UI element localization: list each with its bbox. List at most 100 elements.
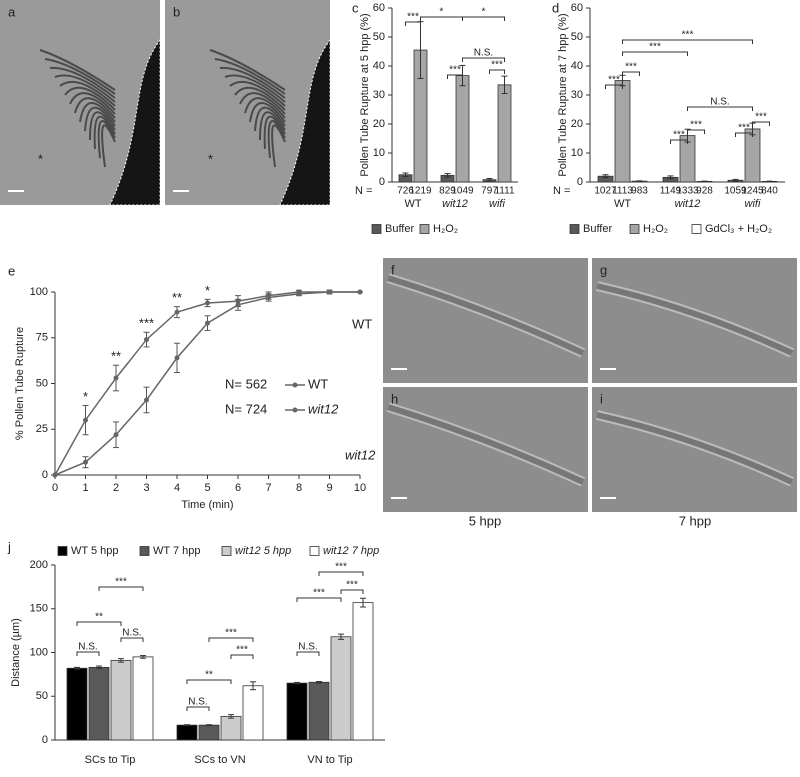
x-tick-label: 10 — [354, 482, 366, 494]
y-tick-label: 20 — [373, 118, 385, 130]
pollen-tube — [59, 81, 116, 107]
data-point — [144, 397, 149, 403]
significance-label: *** — [682, 30, 694, 41]
y-tick-label: 10 — [373, 147, 385, 159]
significance-bracket — [670, 139, 688, 144]
n-value: 1049 — [451, 186, 474, 197]
micrograph — [592, 387, 797, 512]
error-bar — [316, 681, 322, 684]
error-bar — [602, 174, 609, 179]
n-value: 840 — [761, 186, 778, 197]
x-tick-label: 9 — [326, 482, 332, 494]
y-tick-label: 0 — [42, 469, 48, 481]
pollen-tube — [234, 86, 286, 111]
significance-bracket — [687, 129, 705, 134]
significance-bracket — [462, 57, 505, 62]
n-value: 797 — [481, 186, 498, 197]
bar — [66, 667, 88, 741]
legend-label: Buffer — [385, 223, 414, 235]
pollen-tube — [219, 66, 286, 99]
pistil-tissue — [279, 38, 331, 206]
n-value: 726 — [397, 186, 414, 197]
error-bar — [338, 633, 344, 640]
significance-label: *** — [649, 42, 661, 53]
error-bar — [766, 180, 773, 183]
legend-n: N= 724 — [225, 401, 267, 416]
panel-letter: g — [600, 262, 607, 277]
significance-bracket — [230, 654, 254, 659]
y-tick-label: 50 — [373, 31, 385, 43]
legend-label: H₂O₂ — [433, 223, 458, 235]
significance-label: ** — [111, 349, 121, 364]
pollen-tube — [263, 115, 286, 150]
x-tick-label: wit12 — [675, 198, 701, 210]
x-tick-label: 7 — [265, 482, 271, 494]
significance-label: *** — [115, 577, 127, 588]
x-tick-label: wifi — [745, 198, 761, 210]
error-bar — [636, 180, 643, 182]
x-tick-label: 4 — [174, 482, 180, 494]
significance-bracket — [405, 21, 421, 26]
significance-label: *** — [407, 12, 419, 23]
significance-label: N.S. — [122, 628, 141, 639]
pollen-tube — [79, 102, 116, 123]
n-label: N = — [355, 185, 372, 197]
x-tick-label: 1 — [82, 482, 88, 494]
bar — [220, 715, 242, 741]
n-value: 1059 — [724, 186, 747, 197]
panel-letter: b — [173, 4, 180, 19]
legend-swatch — [371, 224, 382, 234]
pollen-tube — [596, 283, 794, 356]
pollen-tube — [271, 124, 286, 168]
pollen-tube — [89, 111, 116, 141]
pollen-tube — [214, 58, 286, 95]
error-bar — [184, 724, 190, 727]
n-value: 1245 — [741, 186, 764, 197]
significance-bracket — [489, 69, 505, 74]
image-asterisk: * — [38, 151, 43, 166]
row-label: wit12 — [345, 447, 376, 462]
significance-label: * — [83, 389, 88, 404]
micrograph — [592, 258, 797, 383]
pollen-tube — [254, 106, 286, 132]
significance-label: * — [205, 283, 210, 298]
error-bar — [486, 178, 493, 182]
significance-label: *** — [755, 112, 767, 123]
significance-bracket — [752, 121, 770, 126]
significance-label: *** — [225, 628, 237, 639]
pollen-tube — [229, 81, 286, 107]
x-tick-label: VN to Tip — [307, 754, 352, 766]
error-bar — [140, 655, 146, 659]
col-label: 5 hpp — [469, 513, 502, 528]
y-axis-label: % Pollen Tube Rupture — [14, 327, 26, 440]
significance-bracket — [622, 51, 688, 56]
x-tick-label: SCs to Tip — [85, 754, 136, 766]
y-tick-label: 50 — [36, 377, 48, 389]
pollen-tube — [74, 97, 116, 119]
significance-bracket — [296, 651, 320, 656]
bar — [352, 602, 374, 741]
data-point — [174, 355, 180, 361]
data-point — [327, 289, 332, 295]
panel-letter: c — [352, 0, 359, 15]
error-bar — [206, 724, 212, 727]
panel-letter: j — [7, 539, 11, 554]
significance-label: N.S. — [298, 642, 317, 653]
y-tick-label: 0 — [379, 176, 385, 188]
data-point — [144, 337, 149, 343]
significance-label: *** — [335, 562, 347, 573]
x-tick-label: WT — [614, 198, 631, 210]
data-point — [83, 459, 88, 465]
x-tick-label: 2 — [113, 482, 119, 494]
y-tick-label: 100 — [30, 286, 48, 298]
bar — [308, 681, 330, 741]
significance-label: *** — [139, 316, 154, 331]
significance-bracket — [340, 589, 364, 594]
data-point — [174, 309, 180, 315]
significance-label: N.S. — [78, 642, 97, 653]
y-tick-label: 150 — [30, 603, 48, 615]
pollen-tube — [49, 66, 116, 99]
error-bar — [732, 178, 739, 182]
pollen-tube — [39, 49, 116, 91]
legend-label: WT — [308, 376, 328, 391]
